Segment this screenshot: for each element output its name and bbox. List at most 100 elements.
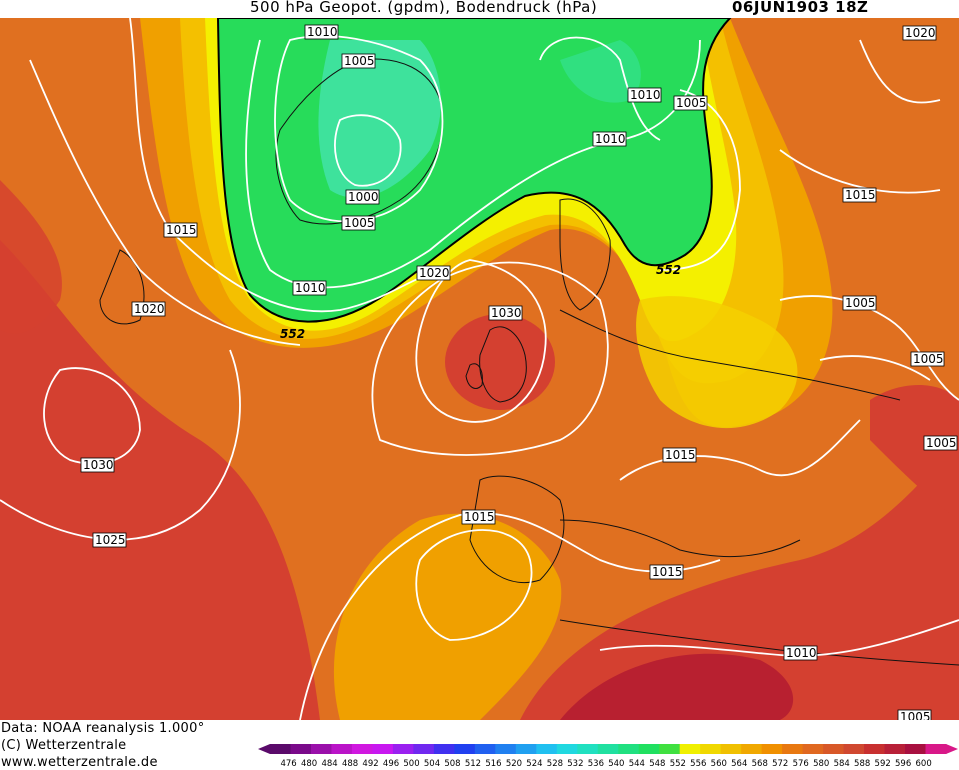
colorbar-segment [372,744,394,754]
colorbar-tick-label: 572 [772,759,788,769]
isobar-label: 1015 [662,447,697,463]
isobar-1025 [0,349,241,541]
colorbar-tick-label: 564 [731,759,747,769]
isobar-label: 1010 [627,87,662,103]
svg-text:1015: 1015 [845,188,876,202]
colorbar-segment [864,744,886,754]
shade-orange-iberia [333,513,562,720]
isobar-label: 1020 [131,301,166,317]
shade-darkred-africa [560,653,794,720]
colorbar: 476 480 484 488 492 496 500 504 508 512 516 520 524 5… [258,744,958,769]
colorbar-tick-label: 476 [280,759,296,769]
colorbar-tick-label: 552 [670,759,686,769]
isobar-label: 1020 [416,265,451,281]
colorbar-segment [597,744,619,754]
svg-text:1005: 1005 [344,54,375,68]
colorbar-segment [905,744,927,754]
shade-red-nw [0,180,62,334]
colorbar-tick-label: 592 [875,759,891,769]
colorbar-tick-label: 536 [588,759,604,769]
colorbar-tick-label: 568 [752,759,768,769]
isobar-1020-ne [859,39,941,104]
colorbar-segment [802,744,824,754]
isobar-1020-high [371,261,609,456]
isobar-label: 1010 [592,131,627,147]
shade-red-east [870,385,959,520]
colorbar-segment [310,744,332,754]
website-text: www.wetterzentrale.de [1,755,158,770]
svg-text:1025: 1025 [95,533,126,547]
isobar-label: 1005 [923,435,958,451]
isobar-label: 1030 [488,305,523,321]
colorbar-tick-label: 584 [834,759,850,769]
isobar-1005-east [779,295,959,401]
map-canvas: 552 552 1010 1005 1000 1005 1010 1010 10… [0,18,959,720]
svg-text:1020: 1020 [419,266,450,280]
colorbar-segment [659,744,681,754]
isobar-1015-iberia [415,529,533,641]
svg-text:1015: 1015 [652,565,683,579]
colorbar-tick-label: 528 [547,759,563,769]
colorbar-segment [536,744,558,754]
colorbar-tick-label: 516 [485,759,501,769]
colorbar-arrow-left [258,744,270,754]
colorbar-segment [782,744,804,754]
svg-text:1015: 1015 [665,448,696,462]
svg-text:1020: 1020 [905,26,936,40]
svg-text:1015: 1015 [166,223,197,237]
colorbar-tick-label: 508 [444,759,460,769]
isobar-1010-south [599,619,959,657]
europe-north-coast [559,309,901,401]
isobar-1015-europe [619,419,861,481]
isobar-1005-ne [659,89,741,271]
ireland-coast [465,363,483,389]
colorbar-segment [720,744,742,754]
colorbar-tick-label: 560 [711,759,727,769]
shade-green-scandinavia [560,40,641,103]
colorbar-segment [515,744,537,754]
svg-text:1015: 1015 [464,510,495,524]
isobar-1030-uk [415,259,547,423]
isobar-label: 1005 [341,215,376,231]
isobar-label: 1005 [910,351,945,367]
isobar-1005-greenland [274,35,444,223]
colorbar-tick-label: 576 [793,759,809,769]
iberia-coast [469,475,565,584]
colorbar-segment [884,744,906,754]
title-bar: 500 hPa Geopot. (gpdm), Bodendruck (hPa)… [0,0,959,18]
svg-text:1010: 1010 [595,132,626,146]
isobar-label: 1015 [842,187,877,203]
colorbar-segment [413,744,435,754]
colorbar-tick-label: 496 [383,759,399,769]
svg-text:1020: 1020 [134,302,165,316]
isobar-1005-east-2 [819,355,931,381]
svg-text:552: 552 [280,327,305,341]
svg-text:1000: 1000 [348,190,379,204]
colorbar-tick-label: 540 [608,759,624,769]
isobar-label: 1015 [649,564,684,580]
colorbar-tick-label: 600 [916,759,932,769]
isobar-label: 1015 [461,509,496,525]
isobar-label: 1005 [341,53,376,69]
shade-red-west [0,240,320,720]
colorbar-segment [495,744,517,754]
svg-text:1005: 1005 [676,96,707,110]
colorbar-tick-label: 484 [321,759,337,769]
svg-text:552: 552 [656,263,681,277]
colorbar-segment [843,744,865,754]
colorbar-tick-label: 580 [813,759,829,769]
weather-map: 552 552 1010 1005 1000 1005 1010 1010 10… [0,18,959,720]
colorbar-tick-label: 548 [649,759,665,769]
colorbar-segment [351,744,373,754]
colorbar-segment [474,744,496,754]
shade-red-southeast [520,440,959,720]
colorbar-segment [679,744,701,754]
isobar-label: 1025 [92,532,127,548]
colorbar-segment [618,744,640,754]
scandinavia-coast [559,198,611,311]
isobar-1000 [334,114,402,187]
svg-text:1005: 1005 [900,710,931,720]
colorbar-segment [700,744,722,754]
contour-label-552-east: 552 [656,263,681,277]
isobar-label: 1010 [783,645,818,661]
